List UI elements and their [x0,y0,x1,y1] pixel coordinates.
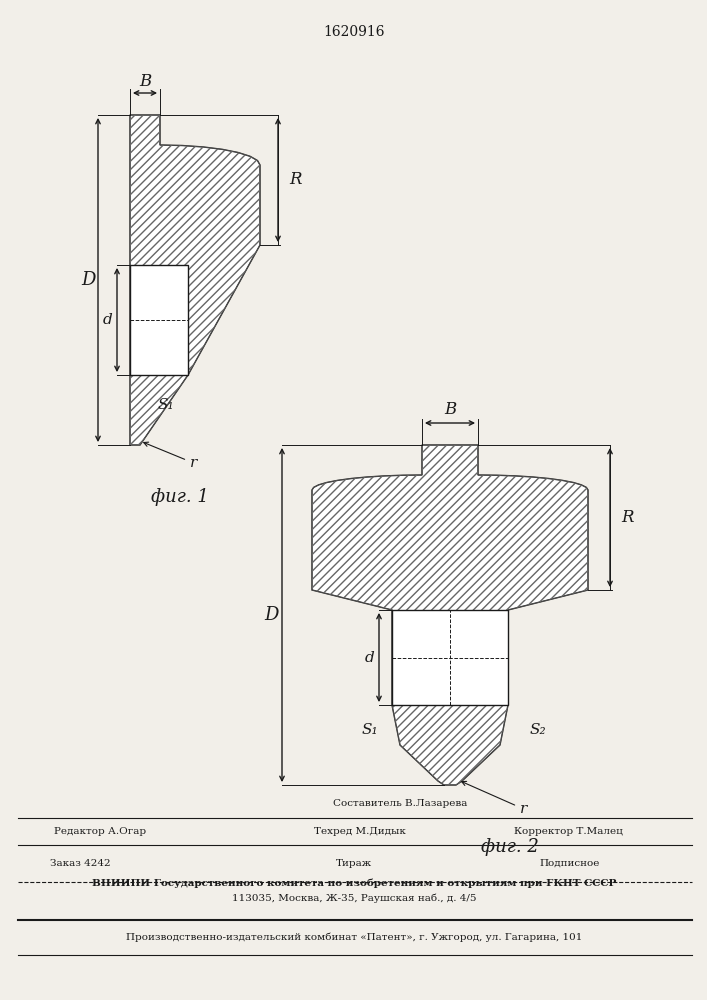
Text: Составитель В.Лазарева: Составитель В.Лазарева [333,800,467,808]
Text: Производственно-издательский комбинат «Патент», г. Ужгород, ул. Гагарина, 101: Производственно-издательский комбинат «П… [126,933,582,942]
Text: Подписное: Подписное [540,859,600,868]
Text: Техред М.Дидык: Техред М.Дидык [314,827,406,836]
Text: r: r [144,442,197,470]
Text: S₁: S₁ [158,398,175,412]
Polygon shape [130,265,188,375]
Polygon shape [130,115,260,445]
Text: 113035, Москва, Ж-35, Раушская наб., д. 4/5: 113035, Москва, Ж-35, Раушская наб., д. … [232,894,477,903]
Text: фиг. 2: фиг. 2 [481,838,539,856]
Text: Заказ 4242: Заказ 4242 [49,859,110,868]
Text: d: d [365,650,375,664]
Text: D: D [81,271,95,289]
Polygon shape [312,445,588,785]
Text: d: d [103,313,113,327]
Text: 1620916: 1620916 [323,25,385,39]
Text: S₁: S₁ [362,723,378,737]
Text: r: r [462,781,527,816]
Text: Редактор А.Огар: Редактор А.Огар [54,827,146,836]
Text: Тираж: Тираж [336,859,372,868]
Text: R: R [289,172,301,188]
Text: S₂: S₂ [530,723,547,737]
Text: D: D [264,606,278,624]
Polygon shape [392,610,508,705]
Text: R: R [621,509,633,526]
Text: фиг. 1: фиг. 1 [151,488,209,506]
Text: Корректор Т.Малец: Корректор Т.Малец [513,827,622,836]
Text: ВНИИПИ Государственного комитета по изобретениям и открытиям при ГКНТ СССР: ВНИИПИ Государственного комитета по изоб… [92,879,617,888]
Text: B: B [444,401,456,418]
Text: B: B [139,73,151,90]
